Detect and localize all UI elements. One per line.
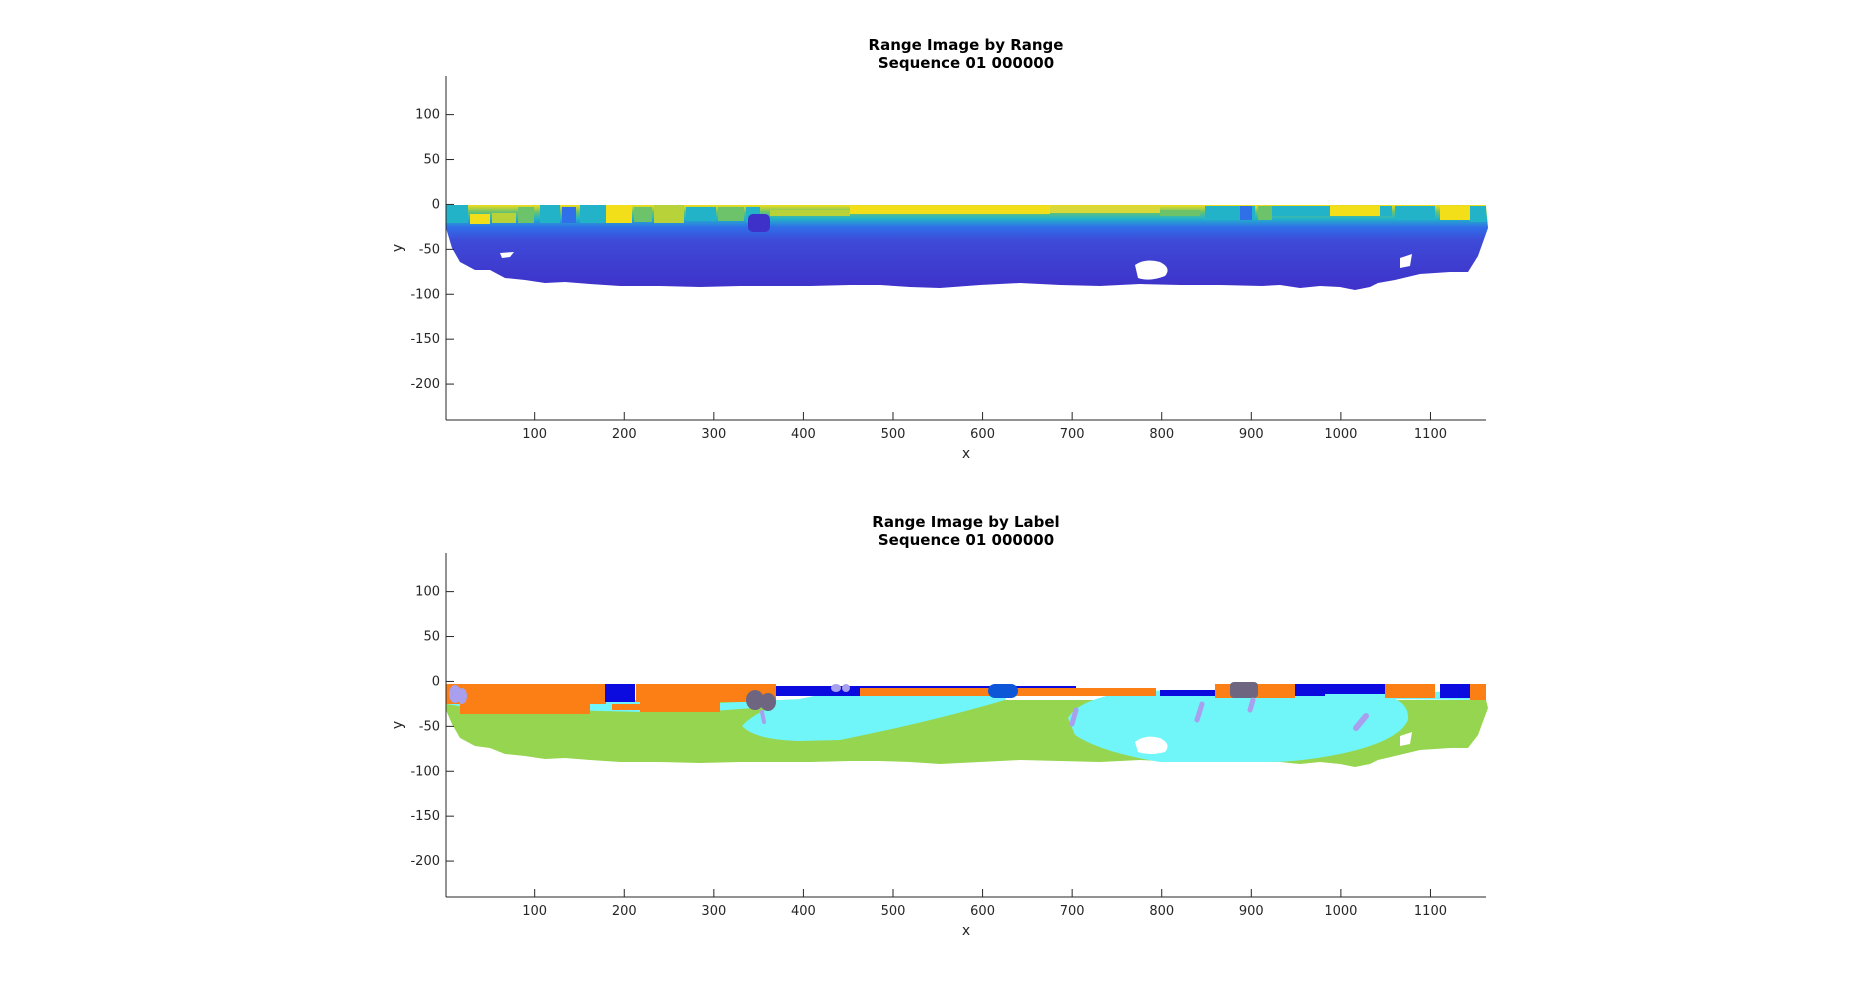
label-title: Range Image by Label: [872, 513, 1059, 531]
range-x-tick-label: 100: [522, 427, 547, 442]
label-x-tick-label: 800: [1149, 904, 1174, 919]
label-x-tick-label: 500: [881, 904, 906, 919]
label-x-tick-label: 100: [522, 904, 547, 919]
range-subtitle: Sequence 01 000000: [878, 54, 1054, 72]
label-hole: [1135, 736, 1168, 754]
label-y-tick-label: -200: [410, 854, 440, 869]
range-y-tick-label: -100: [410, 287, 440, 302]
label-y-tick-label: -100: [410, 764, 440, 779]
range-x-tick-label: 300: [701, 427, 726, 442]
label-y-tick-label: 50: [423, 630, 440, 645]
label-y-tick-label: -50: [419, 719, 440, 734]
range-x-tick-label: 700: [1060, 427, 1085, 442]
label-x-tick-label: 900: [1239, 904, 1264, 919]
range-y-tick-label: -200: [410, 377, 440, 392]
range-image-body: [446, 205, 1488, 290]
range-x-tick-label: 500: [881, 427, 906, 442]
range-title: Range Image by Range: [869, 36, 1064, 54]
label-x-tick-label: 1000: [1324, 904, 1357, 919]
range-x-tick-label: 800: [1149, 427, 1174, 442]
label-cyan-road-left: [742, 688, 1010, 741]
label-x-axis-label: x: [962, 923, 970, 939]
range-y-ticks: 100 50 0 -50 -100 -150 -200: [410, 108, 454, 392]
range-x-tick-label: 1000: [1324, 427, 1357, 442]
label-y-tick-label: 0: [432, 674, 440, 689]
range-x-tick-label: 200: [612, 427, 637, 442]
range-holes: [500, 252, 1412, 280]
label-x-tick-label: 1100: [1414, 904, 1447, 919]
label-x-tick-label: 700: [1060, 904, 1085, 919]
label-y-tick-label: -150: [410, 809, 440, 824]
range-y-tick-label: 100: [415, 108, 440, 123]
range-y-tick-label: -50: [419, 242, 440, 257]
range-x-tick-label: 400: [791, 427, 816, 442]
range-y-tick-label: 50: [423, 153, 440, 168]
range-y-tick-label: 0: [432, 197, 440, 212]
label-y-ticks: 100 50 0 -50 -100 -150 -200: [410, 585, 454, 869]
range-x-ticks: 100 200 300 400 500 600 700 800 900 1000 1100: [522, 412, 1447, 442]
label-panel: Range Image by Label Sequence 01 000000: [390, 513, 1488, 939]
range-x-axis-label: x: [962, 446, 970, 462]
range-x-tick-label: 1100: [1414, 427, 1447, 442]
label-x-tick-label: 600: [970, 904, 995, 919]
range-x-tick-label: 900: [1239, 427, 1264, 442]
range-far-patches: [446, 205, 1486, 232]
range-y-tick-label: -150: [410, 332, 440, 347]
label-x-tick-label: 200: [612, 904, 637, 919]
label-subtitle: Sequence 01 000000: [878, 531, 1054, 549]
label-y-tick-label: 100: [415, 585, 440, 600]
range-panel: Range Image by Range Sequence 01 000000: [390, 36, 1488, 462]
range-y-axis-label: y: [390, 244, 406, 252]
label-objects: [449, 682, 1369, 731]
label-y-axis-label: y: [390, 721, 406, 729]
label-x-tick-label: 400: [791, 904, 816, 919]
range-x-tick-label: 600: [970, 427, 995, 442]
range-image: [446, 205, 1488, 290]
label-x-ticks: 100 200 300 400 500 600 700 800 900 1000 1100: [522, 889, 1447, 919]
label-x-tick-label: 300: [701, 904, 726, 919]
label-image: [446, 682, 1488, 767]
